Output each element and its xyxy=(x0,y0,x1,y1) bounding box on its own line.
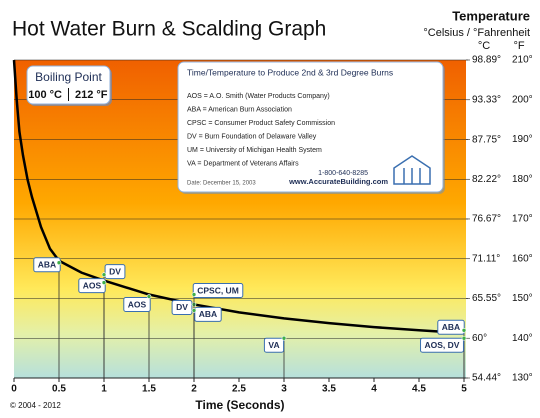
y2-tick-label: 65.55° xyxy=(472,293,501,304)
info-phone: 1-800-640-8285 xyxy=(318,170,368,177)
y2-tick-label: 54.44° xyxy=(472,373,501,384)
marker-label: AOS xyxy=(128,299,147,309)
y-tick-label: 140° xyxy=(512,333,533,344)
y2-tick-label: 71.11° xyxy=(472,253,500,264)
marker-label-box xyxy=(123,297,151,313)
marker-label: ABA xyxy=(442,322,460,332)
marker-label-box xyxy=(192,283,244,299)
y-axis-units: °Celsius / °Fahrenheit xyxy=(423,27,530,39)
marker-label-box xyxy=(78,278,106,294)
marker-label: VA xyxy=(268,340,279,350)
x-tick-label: 4 xyxy=(371,384,377,395)
info-box: Time/Temperature to Produce 2nd & 3rd De… xyxy=(177,61,445,194)
marker-label: AOS xyxy=(83,280,102,290)
marker-label: DV xyxy=(176,302,188,312)
marker-point xyxy=(101,272,107,277)
marker-point xyxy=(56,260,62,266)
marker-point xyxy=(191,308,197,313)
marker-point xyxy=(461,335,467,341)
x-tick-label: 3 xyxy=(281,384,287,395)
marker-label-box xyxy=(104,264,126,280)
y-tick-label: 180° xyxy=(512,174,533,185)
y-tick-label: 190° xyxy=(512,134,533,145)
x-tick-label: 0 xyxy=(11,384,17,395)
boiling-celsius: 100 °C xyxy=(28,89,62,101)
y-tick-label: 200° xyxy=(512,94,533,105)
x-tick-label: 2.5 xyxy=(232,384,246,395)
marker-label-box xyxy=(420,337,464,353)
info-line: UM = University of Michigan Health Syste… xyxy=(187,147,322,154)
marker-label-box xyxy=(194,306,222,322)
y-tick-label: 170° xyxy=(512,214,533,225)
y2-tick-label: 76.67° xyxy=(472,214,501,225)
y-tick-label: 150° xyxy=(512,293,533,304)
marker-label-box xyxy=(437,319,465,335)
info-url: www.AccurateBuilding.com xyxy=(288,177,388,186)
y2-tick-label: 98.89° xyxy=(472,55,501,66)
copyright: © 2004 - 2012 xyxy=(10,401,61,410)
marker-point xyxy=(146,294,152,299)
chart-title: Hot Water Burn & Scalding Graph xyxy=(12,18,326,41)
y2-tick-label: 87.75° xyxy=(472,134,501,145)
y-tick-label: 130° xyxy=(512,373,533,384)
marker-label: CPSC, UM xyxy=(197,285,239,295)
x-tick-label: 0.5 xyxy=(52,384,66,395)
info-date: Date: December 15, 2003 xyxy=(187,181,256,187)
x-tick-label: 4.5 xyxy=(412,384,426,395)
marker-label: ABA xyxy=(199,309,217,319)
info-line: CPSC = Consumer Product Safety Commissio… xyxy=(187,120,335,127)
info-line: VA = Department of Veterans Affairs xyxy=(187,160,299,167)
y-unit: °F xyxy=(513,40,524,52)
marker-label-box xyxy=(171,299,193,315)
y2-tick-label: 82.22° xyxy=(472,174,501,185)
y-axis-title: Temperature xyxy=(452,8,530,23)
y-tick-label: 160° xyxy=(512,253,533,264)
x-axis-title: Time (Seconds) xyxy=(195,398,284,412)
info-line: ABA = American Burn Association xyxy=(187,106,292,113)
marker-label-box xyxy=(33,257,61,273)
x-tick-label: 1.5 xyxy=(142,384,156,395)
marker-label-box xyxy=(263,337,285,353)
boiling-fahrenheit: 212 °F xyxy=(75,89,108,101)
x-tick-label: 5 xyxy=(461,384,467,395)
boiling-title: Boiling Point xyxy=(35,70,102,84)
marker-label: ABA xyxy=(38,259,56,269)
x-tick-label: 1 xyxy=(101,384,107,395)
marker-point xyxy=(101,280,107,285)
burn-curve xyxy=(12,59,465,335)
marker-label: DV xyxy=(109,266,121,276)
y2-unit: °C xyxy=(478,40,490,52)
x-tick-label: 3.5 xyxy=(322,384,336,395)
marker-point xyxy=(281,335,287,341)
boiling-point-box: Boiling Point 100 °C 212 °F xyxy=(26,65,112,106)
info-title: Time/Temperature to Produce 2nd & 3rd De… xyxy=(187,67,393,77)
marker-point xyxy=(461,327,467,333)
marker-point xyxy=(191,292,197,297)
y-tick-label: 210° xyxy=(512,55,533,66)
info-line: DV = Burn Foundation of Delaware Valley xyxy=(187,133,317,140)
y2-tick-label: 93.33° xyxy=(472,94,501,105)
marker-label: AOS, DV xyxy=(425,340,460,350)
logo xyxy=(393,155,431,185)
x-tick-label: 2 xyxy=(191,384,197,395)
info-line: AOS = A.O. Smith (Water Products Company… xyxy=(187,93,330,100)
y2-tick-label: 60° xyxy=(472,333,487,344)
